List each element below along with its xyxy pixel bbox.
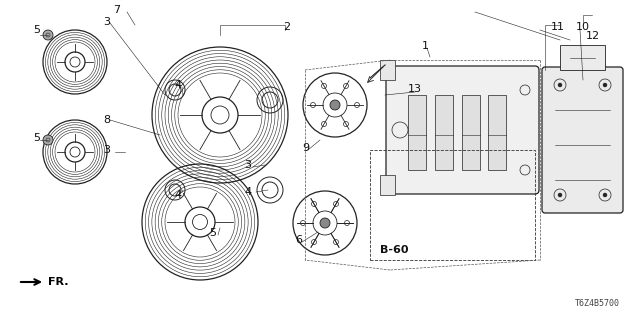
Text: 8: 8 — [104, 115, 111, 125]
FancyBboxPatch shape — [386, 66, 539, 194]
Circle shape — [43, 135, 53, 145]
Circle shape — [603, 193, 607, 197]
Text: FR.: FR. — [48, 277, 68, 287]
Circle shape — [603, 83, 607, 87]
Bar — [380, 60, 395, 80]
Text: 6: 6 — [296, 235, 303, 245]
Circle shape — [43, 30, 53, 40]
Text: 3: 3 — [104, 145, 111, 155]
Text: 4: 4 — [175, 80, 182, 90]
Bar — [435, 95, 453, 170]
Bar — [370, 150, 535, 260]
Text: 4: 4 — [175, 190, 182, 200]
Text: 3: 3 — [244, 160, 252, 170]
Text: B-60: B-60 — [380, 245, 408, 255]
Bar — [488, 95, 506, 170]
Text: 10: 10 — [576, 22, 590, 32]
Text: 13: 13 — [408, 84, 422, 94]
Circle shape — [320, 218, 330, 228]
Bar — [462, 95, 480, 170]
Text: 5: 5 — [33, 25, 40, 35]
Text: 5: 5 — [33, 133, 40, 143]
Text: T6Z4B5700: T6Z4B5700 — [575, 299, 620, 308]
Bar — [408, 95, 426, 170]
Bar — [560, 45, 605, 70]
Circle shape — [558, 193, 562, 197]
Text: 5: 5 — [209, 228, 216, 238]
Circle shape — [558, 83, 562, 87]
Text: 9: 9 — [303, 143, 310, 153]
Text: 11: 11 — [551, 22, 565, 32]
Text: 12: 12 — [586, 31, 600, 41]
Circle shape — [330, 100, 340, 110]
Text: 2: 2 — [284, 22, 291, 32]
Text: 7: 7 — [113, 5, 120, 15]
Bar — [380, 175, 395, 195]
FancyBboxPatch shape — [542, 67, 623, 213]
Text: 3: 3 — [104, 17, 111, 27]
Text: 1: 1 — [422, 41, 429, 51]
Text: 4: 4 — [244, 187, 252, 197]
